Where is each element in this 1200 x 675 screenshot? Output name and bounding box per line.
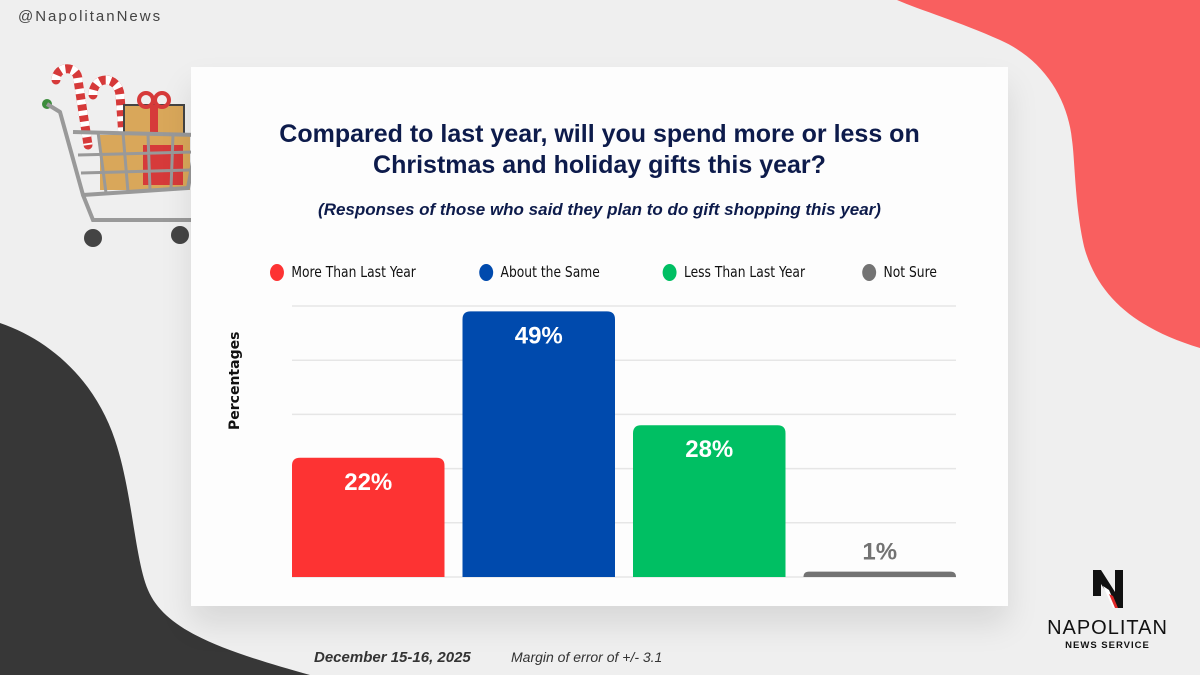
legend-label-not-sure: Not Sure (883, 263, 938, 281)
bars: 22% 49% 28% 1% (292, 311, 956, 577)
margin-of-error: Margin of error of +/- 3.1 (511, 649, 663, 665)
chart-subtitle: (Responses of those who said they plan t… (318, 200, 881, 219)
dark-blob (0, 323, 310, 675)
legend-label-more: More Than Last Year (290, 263, 416, 281)
legend-dot-more (269, 263, 284, 281)
chart-legend: More Than Last Year About the Same Less … (191, 263, 1008, 281)
logo-name: NAPOLITAN (1047, 617, 1168, 639)
legend-item-less: Less Than Last Year (662, 263, 805, 281)
napolitan-n-icon (1092, 570, 1123, 608)
legend-dot-same (478, 263, 493, 281)
legend-label-same: About the Same (500, 263, 600, 281)
social-handle: @NapolitanNews (18, 8, 163, 25)
legend-dot-not-sure (862, 263, 877, 281)
data-label: 28% (685, 436, 733, 463)
y-axis-label: Percentages (227, 332, 243, 430)
legend-item-same: About the Same (478, 263, 600, 281)
napolitan-logo: NAPOLITAN NEWS SERVICE (1040, 568, 1175, 651)
data-label: 22% (344, 469, 392, 496)
legend-label-less: Less Than Last Year (683, 263, 805, 281)
survey-date: December 15-16, 2025 (314, 649, 471, 666)
bar-more-than-last-year (292, 457, 445, 577)
bar-not-sure (803, 571, 956, 577)
bar-less-than-last-year (633, 425, 786, 577)
data-label: 49% (515, 322, 563, 349)
data-label: 1% (862, 539, 897, 566)
legend-item-not-sure: Not Sure (862, 263, 937, 281)
legend-item-more: More Than Last Year (269, 263, 416, 281)
red-blob (897, 0, 1200, 348)
chart-title-line-2: Christmas and holiday gifts this year? (373, 151, 826, 179)
shopping-cart-icon (42, 64, 200, 247)
bar-about-the-same (462, 311, 615, 577)
chart-title: Compared to last year, will you spend mo… (191, 119, 1008, 181)
legend-dot-less (662, 263, 677, 281)
logo-subtitle: NEWS SERVICE (1065, 640, 1150, 651)
chart-title-line-1: Compared to last year, will you spend mo… (279, 120, 920, 148)
